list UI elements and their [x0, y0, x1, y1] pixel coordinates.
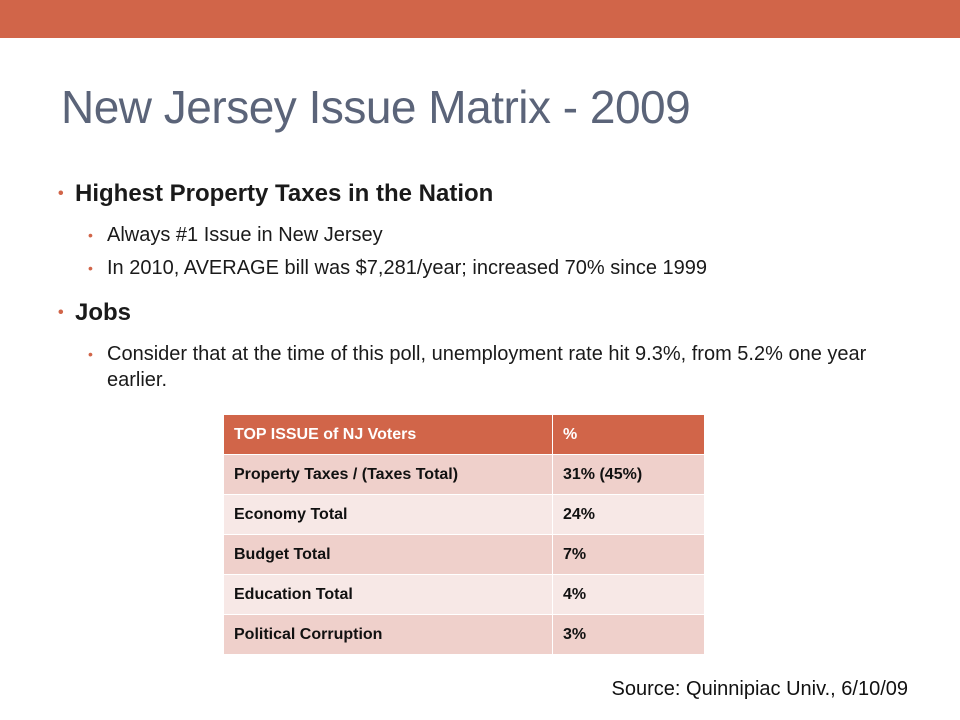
- table-header-issue: TOP ISSUE of NJ Voters: [224, 415, 553, 455]
- table-cell-issue: Economy Total: [224, 494, 553, 535]
- sub-bullet-average-bill: • In 2010, AVERAGE bill was $7,281/year;…: [58, 255, 908, 281]
- bullet-property-taxes: • Highest Property Taxes in the Nation: [58, 176, 908, 212]
- table-cell-issue: Education Total: [224, 574, 553, 615]
- bullet-text: Highest Property Taxes in the Nation: [75, 180, 494, 207]
- bullet-text: Jobs: [75, 299, 132, 326]
- sub-bullet-always-first: • Always #1 Issue in New Jersey: [58, 222, 908, 248]
- bullet-dot-icon: •: [88, 346, 93, 362]
- table-cell-issue: Political Corruption: [224, 614, 553, 655]
- table-row: Education Total 4%: [224, 574, 705, 615]
- table-cell-issue: Property Taxes / (Taxes Total): [224, 454, 553, 495]
- table-header-row: TOP ISSUE of NJ Voters %: [224, 415, 705, 455]
- source-citation: Source: Quinnipiac Univ., 6/10/09: [611, 678, 908, 700]
- table-row: Property Taxes / (Taxes Total) 31% (45%): [224, 454, 705, 495]
- table-cell-percent: 31% (45%): [552, 454, 705, 495]
- sub-bullet-unemployment: • Consider that at the time of this poll…: [58, 341, 908, 393]
- sub-bullet-text: Always #1 Issue in New Jersey: [107, 224, 383, 246]
- issues-table: TOP ISSUE of NJ Voters % Property Taxes …: [224, 415, 705, 655]
- table-row: Economy Total 24%: [224, 494, 705, 535]
- top-accent-bar: [0, 0, 960, 38]
- table-cell-percent: 3%: [552, 614, 705, 655]
- table-cell-percent: 4%: [552, 574, 705, 615]
- bullet-jobs: • Jobs: [58, 295, 908, 331]
- slide-title: New Jersey Issue Matrix - 2009: [61, 81, 691, 133]
- table-header-percent: %: [552, 415, 705, 455]
- table-cell-percent: 24%: [552, 494, 705, 535]
- bullet-dot-icon: •: [58, 304, 64, 321]
- sub-bullet-text: Consider that at the time of this poll, …: [107, 343, 867, 391]
- bullet-list: • Highest Property Taxes in the Nation •…: [58, 176, 908, 393]
- table-row: Budget Total 7%: [224, 534, 705, 575]
- bullet-dot-icon: •: [88, 260, 93, 276]
- sub-bullet-text: In 2010, AVERAGE bill was $7,281/year; i…: [107, 257, 707, 279]
- bullet-dot-icon: •: [88, 227, 93, 243]
- table-cell-issue: Budget Total: [224, 534, 553, 575]
- table-cell-percent: 7%: [552, 534, 705, 575]
- table-row: Political Corruption 3%: [224, 614, 705, 655]
- bullet-dot-icon: •: [58, 185, 64, 202]
